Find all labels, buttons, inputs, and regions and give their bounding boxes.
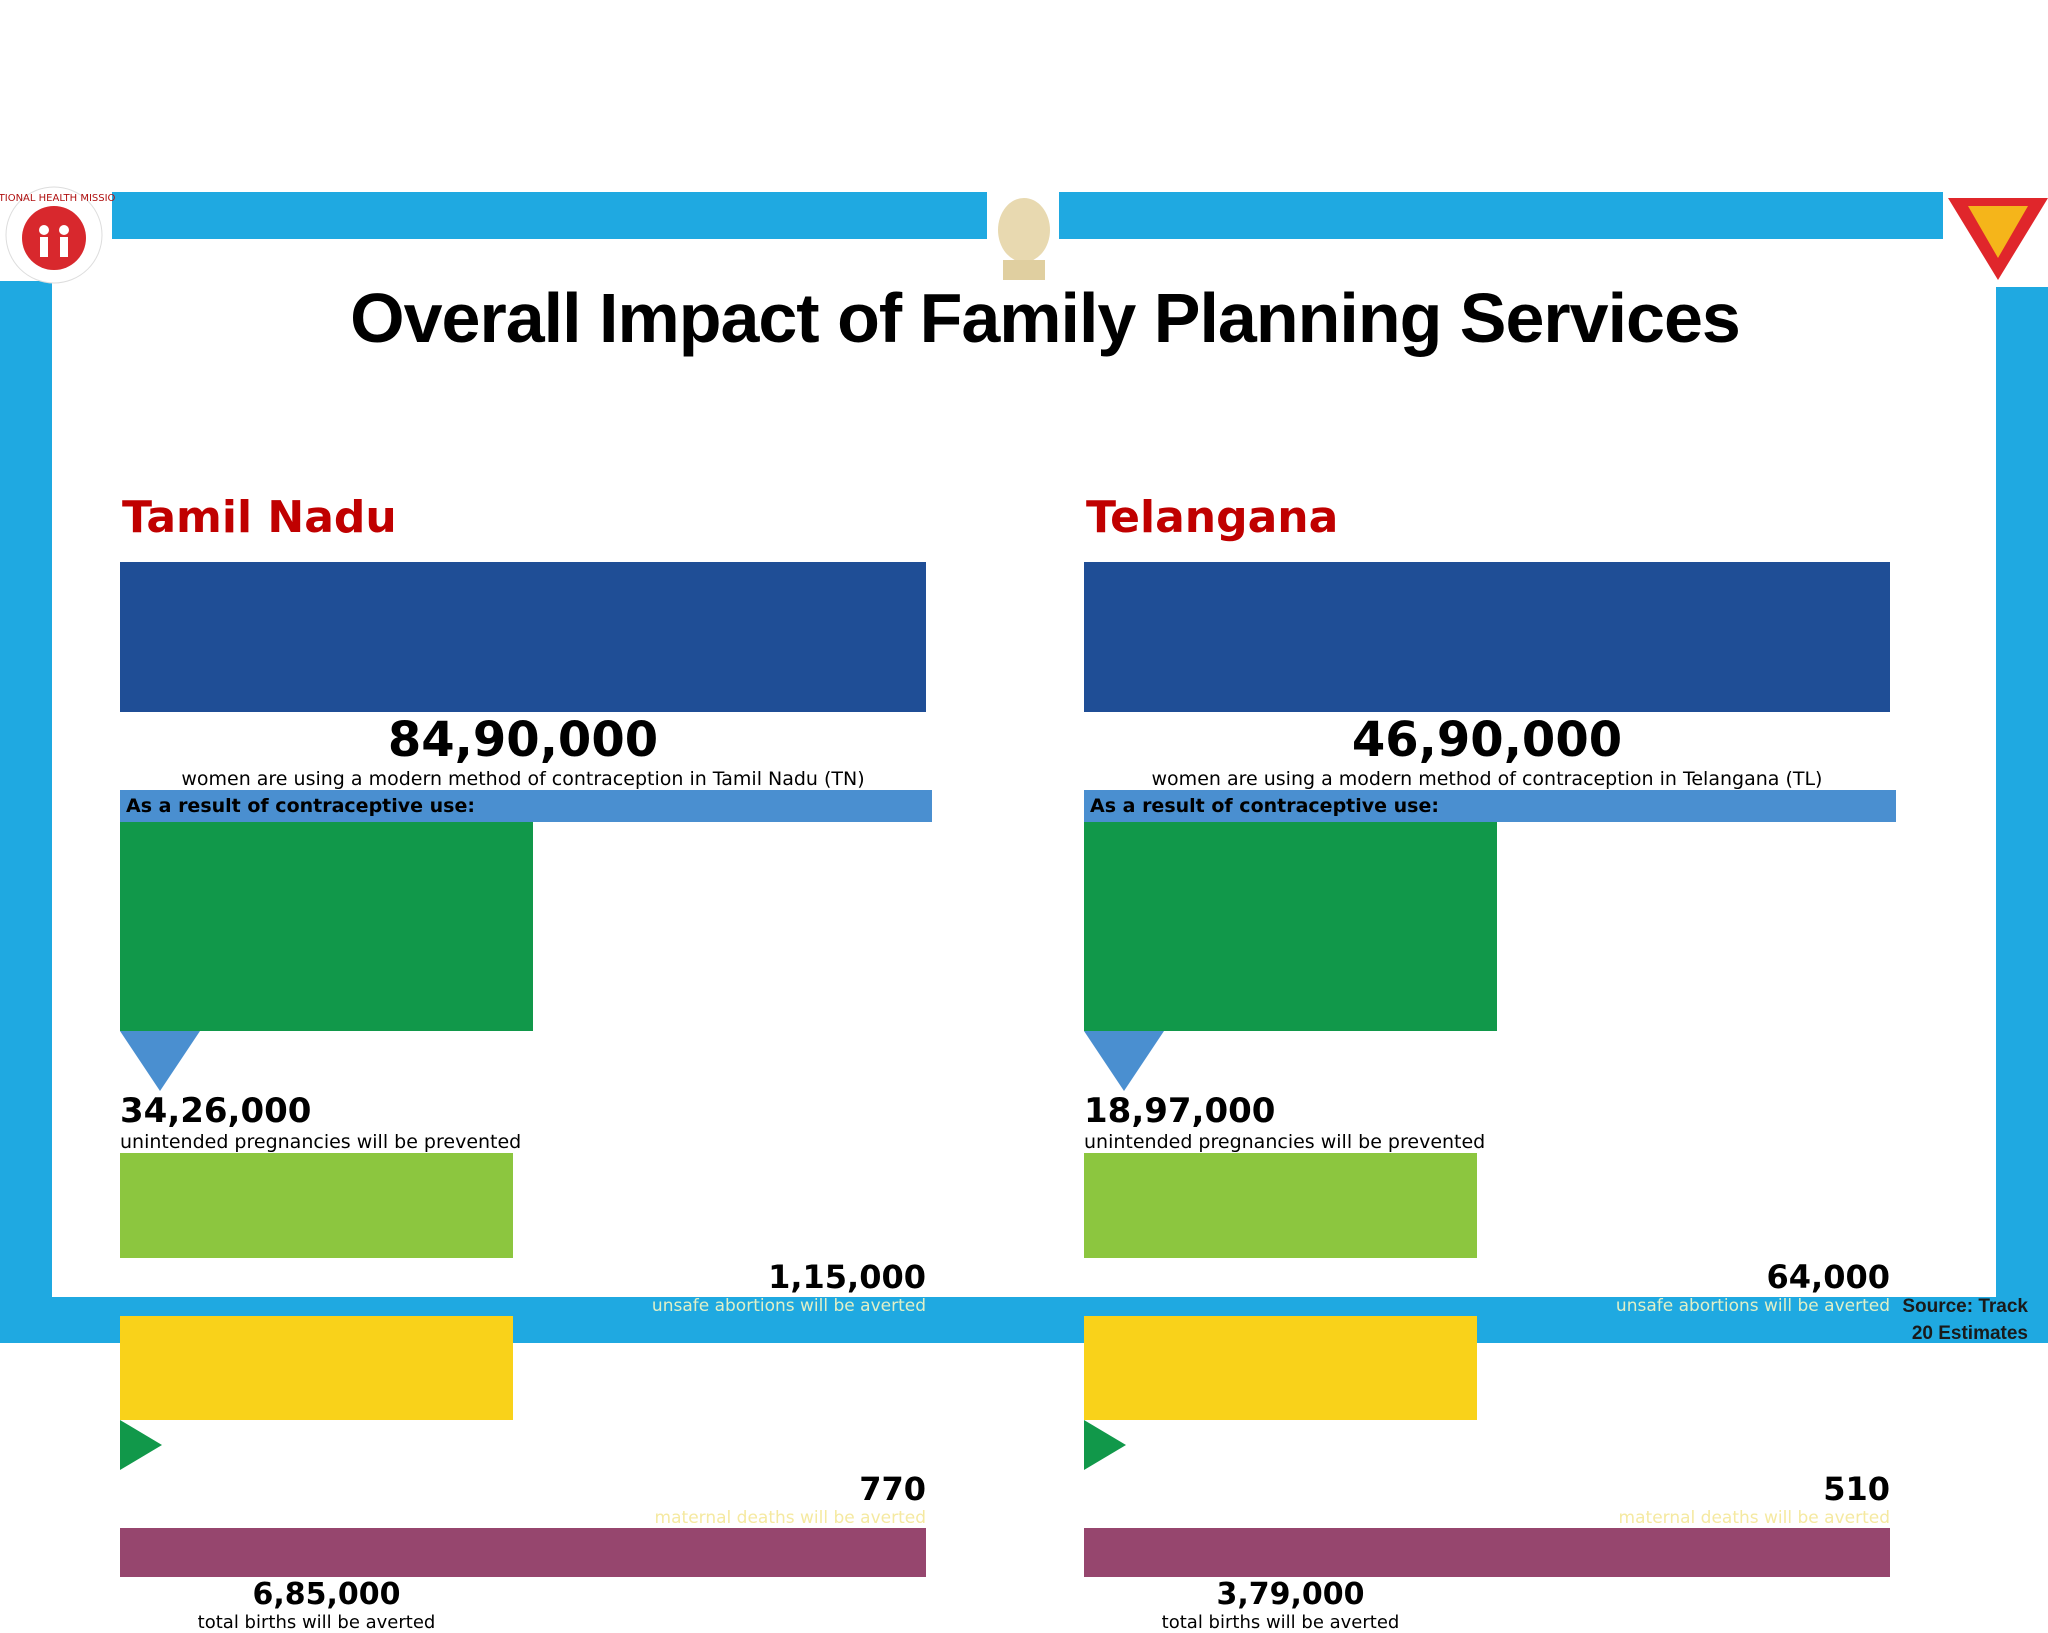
result-strip: As a result of contraceptive use: bbox=[120, 790, 932, 822]
pregnancy-count: 34,26,000 bbox=[120, 1091, 312, 1131]
slide: NATIONAL HEALTH MISSION Overall Impact o… bbox=[0, 186, 2048, 1633]
arrow bbox=[120, 1420, 162, 1470]
pregnancy-text: unintended pregnancies will be prevented bbox=[1084, 1131, 1486, 1153]
death-box bbox=[1084, 1316, 1477, 1420]
women-count: 84,90,000 bbox=[387, 712, 659, 768]
nhm-logo: NATIONAL HEALTH MISSION bbox=[0, 186, 115, 284]
women-count: 46,90,000 bbox=[1351, 712, 1623, 768]
pointer bbox=[120, 1031, 200, 1091]
logo-text: NATIONAL HEALTH MISSION bbox=[0, 193, 115, 204]
death-box bbox=[120, 1316, 513, 1420]
women-box bbox=[1084, 562, 1890, 712]
births-box bbox=[1084, 1528, 1890, 1577]
women-text: women are using a modern method of contr… bbox=[181, 768, 865, 790]
births-count: 3,79,000 bbox=[1216, 1577, 1365, 1612]
births-text: total births will be averted bbox=[1161, 1612, 1400, 1633]
emblem bbox=[998, 198, 1050, 280]
death-count: 770 bbox=[859, 1470, 926, 1508]
pregnancy-count: 18,97,000 bbox=[1084, 1091, 1276, 1131]
abortion-count: 1,15,000 bbox=[768, 1258, 926, 1296]
left-frame bbox=[0, 281, 52, 1343]
death-text: maternal deaths will be averted bbox=[654, 1508, 926, 1528]
state-name: Telangana bbox=[1086, 492, 1339, 543]
death-text: maternal deaths will be averted bbox=[1618, 1508, 1890, 1528]
abortion-box bbox=[1084, 1153, 1477, 1258]
births-text: total births will be averted bbox=[197, 1612, 436, 1633]
arrow bbox=[1084, 1420, 1126, 1470]
abortion-box bbox=[120, 1153, 513, 1258]
source-note: Source: Track 20 Estimates bbox=[1902, 1296, 2028, 1344]
pregnancy-box bbox=[120, 822, 533, 1031]
abortion-text: unsafe abortions will be averted bbox=[1615, 1296, 1890, 1316]
top-bar bbox=[1059, 192, 1943, 239]
abortion-count: 64,000 bbox=[1766, 1258, 1890, 1296]
births-box bbox=[120, 1528, 926, 1577]
pointer bbox=[1084, 1031, 1164, 1091]
pregnancy-text: unintended pregnancies will be prevented bbox=[120, 1131, 522, 1153]
state-name: Tamil Nadu bbox=[122, 492, 397, 543]
result-strip: As a result of contraceptive use: bbox=[1084, 790, 1896, 822]
top-bar bbox=[112, 192, 987, 239]
women-box bbox=[120, 562, 926, 712]
death-count: 510 bbox=[1823, 1470, 1890, 1508]
women-text: women are using a modern method of contr… bbox=[1151, 768, 1823, 790]
pregnancy-box bbox=[1084, 822, 1497, 1031]
slide-title: Overall Impact of Family Planning Servic… bbox=[350, 279, 1741, 357]
abortion-text: unsafe abortions will be averted bbox=[651, 1296, 926, 1316]
births-count: 6,85,000 bbox=[252, 1577, 401, 1612]
impact-panel: 46,90,000 women are using a modern method… bbox=[1084, 562, 1896, 1633]
right-frame bbox=[1996, 287, 2048, 1343]
right-logo bbox=[1948, 198, 2048, 280]
impact-panel: 84,90,000 women are using a modern method… bbox=[120, 562, 932, 1633]
